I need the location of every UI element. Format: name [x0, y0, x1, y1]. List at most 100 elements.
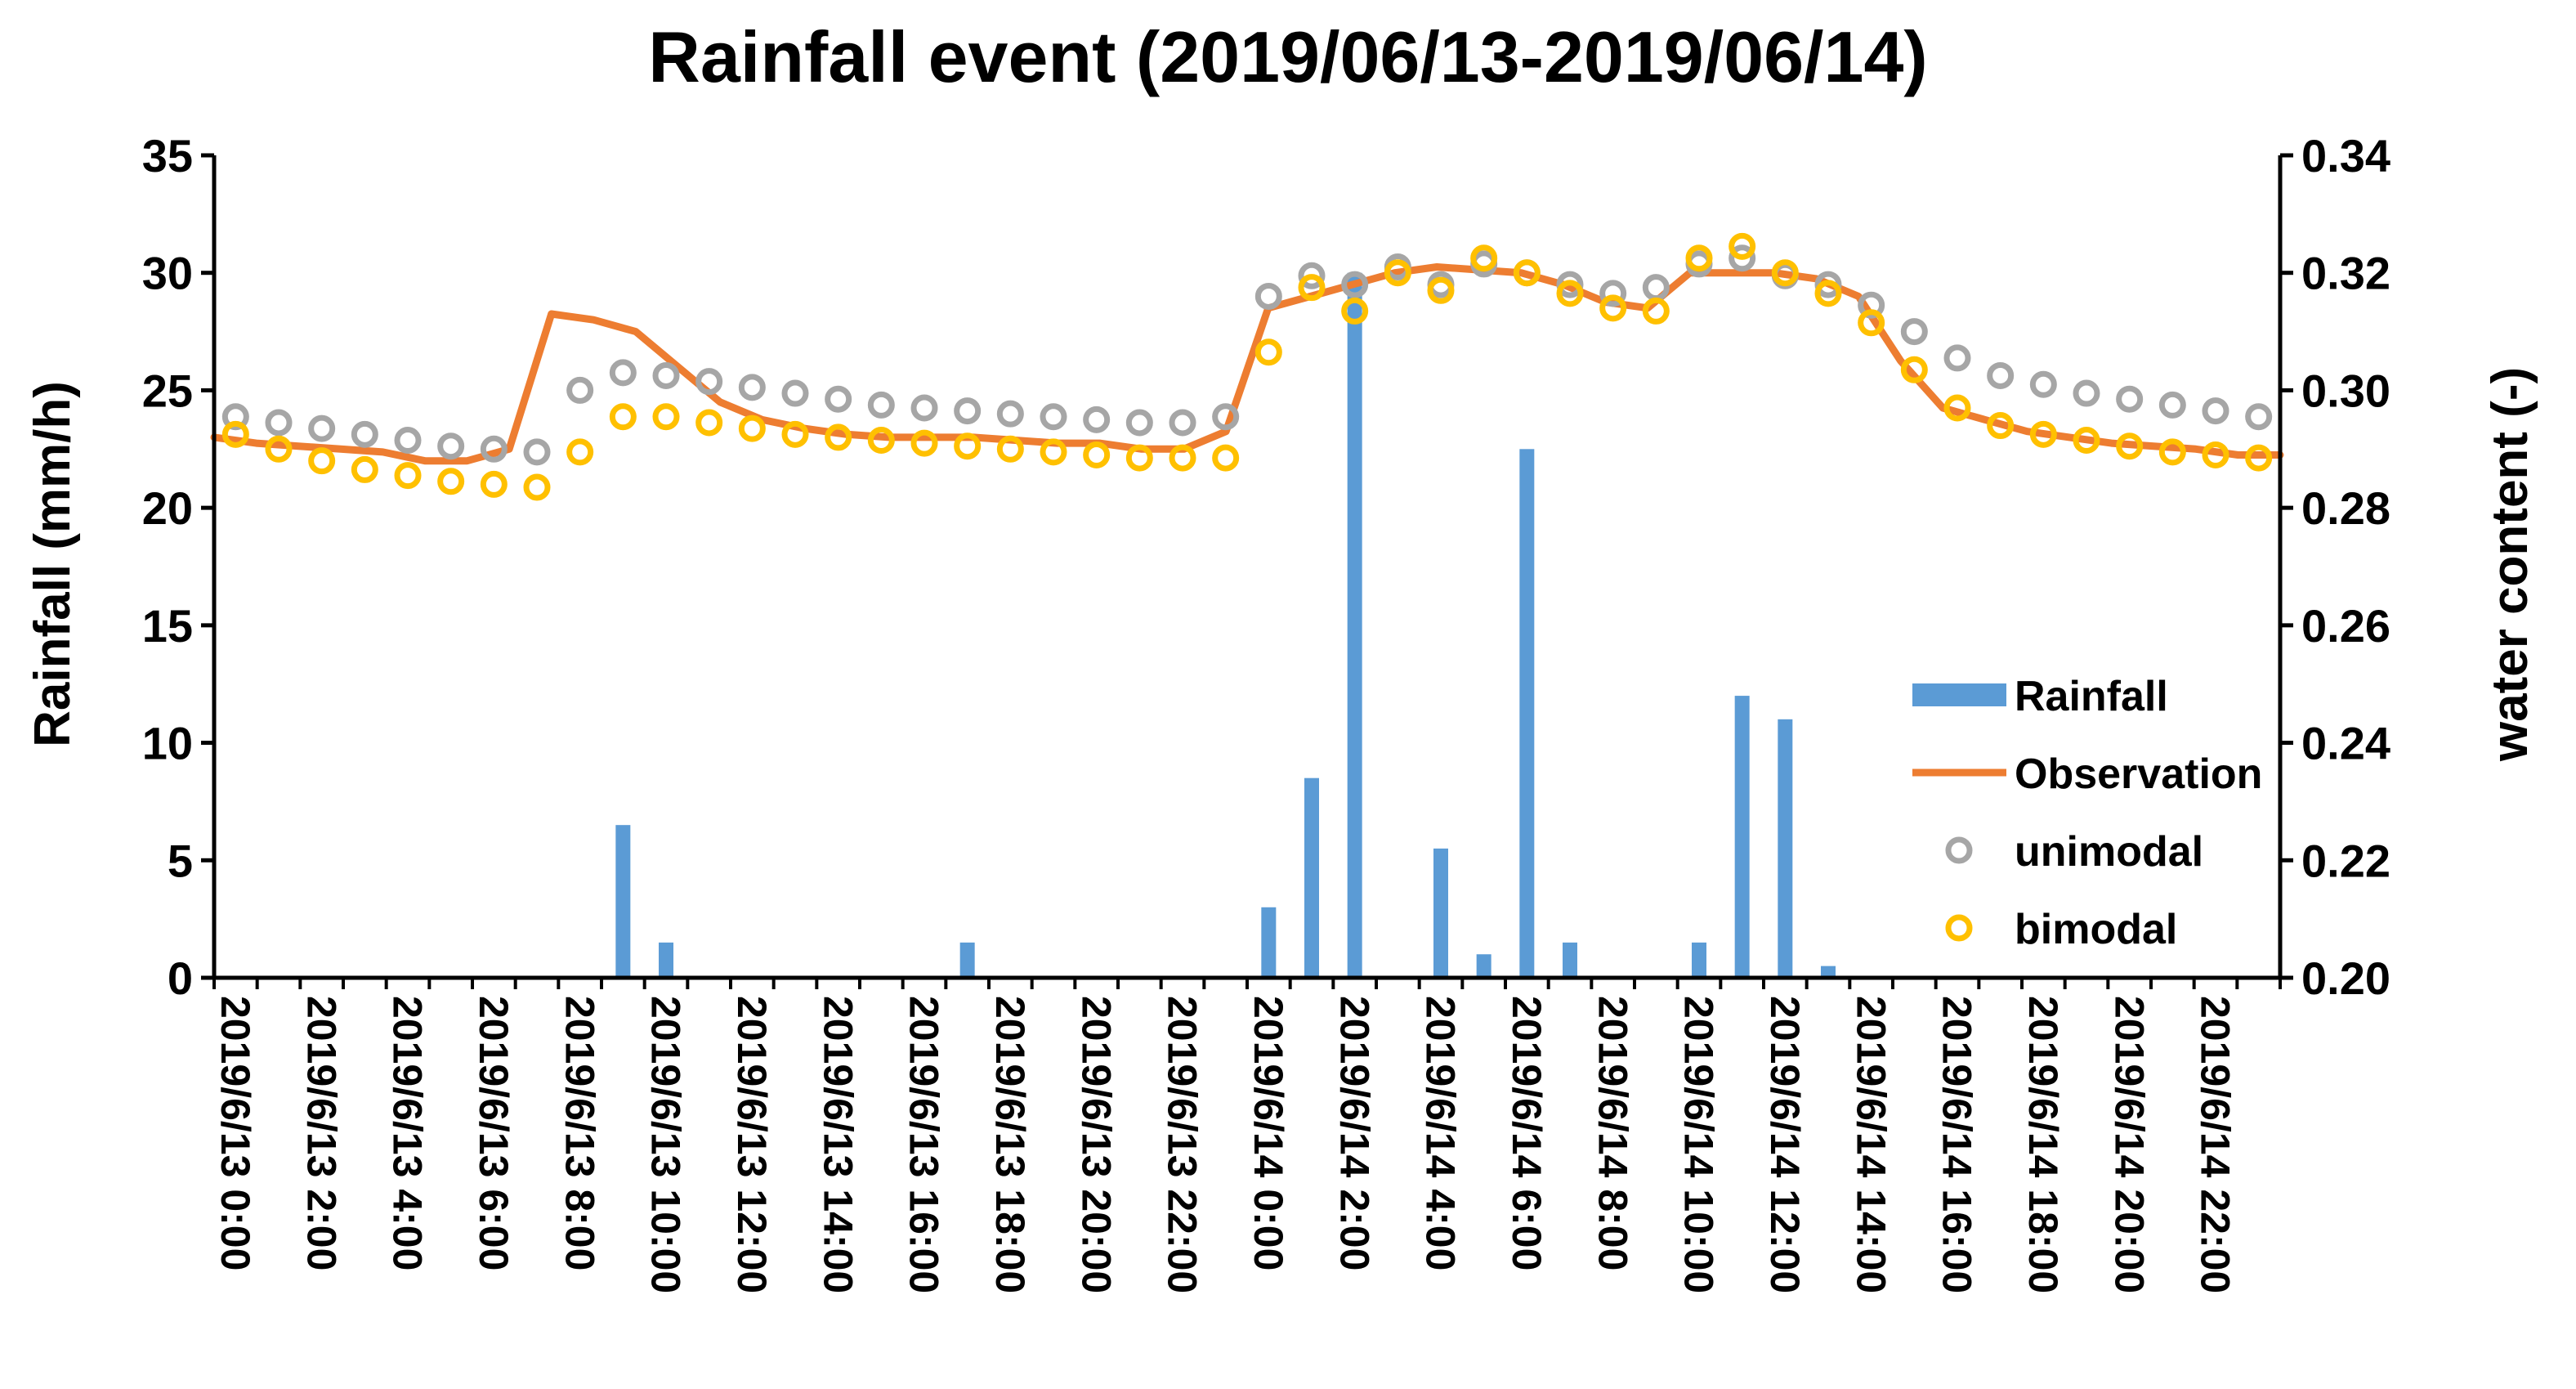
x-tick-label: 2019/6/13 14:00 — [815, 996, 861, 1293]
y-tick-label-left: 5 — [168, 835, 193, 886]
bimodal-marker — [566, 438, 594, 466]
y-tick-label-left: 30 — [142, 248, 193, 299]
y-axis-label-right: water content (-) — [2482, 367, 2538, 762]
bimodal-marker — [1254, 338, 1282, 366]
x-tick-label: 2019/6/13 16:00 — [901, 996, 947, 1293]
rainfall-bar — [959, 942, 975, 978]
x-tick-label: 2019/6/13 18:00 — [987, 996, 1033, 1293]
bimodal-marker — [2073, 427, 2100, 455]
bimodal-marker — [1169, 444, 1196, 472]
unimodal-marker — [1943, 344, 1971, 372]
rainfall-bar — [1734, 696, 1750, 978]
bimodal-marker — [1642, 297, 1670, 325]
bimodal-marker — [1427, 276, 1455, 304]
x-tick-label: 2019/6/13 10:00 — [643, 996, 689, 1293]
unimodal-marker — [437, 432, 465, 460]
bimodal-marker — [781, 420, 809, 448]
x-tick-label: 2019/6/14 14:00 — [1848, 996, 1894, 1293]
bimodal-marker — [1685, 244, 1713, 272]
legend-unimodal-swatch — [1945, 836, 1973, 864]
x-tick-label: 2019/6/14 18:00 — [2020, 996, 2066, 1293]
bimodal-marker — [221, 420, 249, 448]
unimodal-marker — [1556, 271, 1584, 298]
legend-observation-label: Observation — [2015, 751, 2262, 798]
unimodal-marker — [566, 376, 594, 404]
bimodal-marker — [1599, 294, 1627, 322]
bimodal-marker — [1943, 394, 1971, 422]
unimodal-marker — [609, 359, 637, 387]
observation-line — [210, 263, 2284, 465]
y-tick-label-left: 0 — [168, 952, 193, 1004]
unimodal-marker — [738, 374, 766, 401]
legend-bimodal-label: bimodal — [2015, 906, 2177, 953]
bimodal-marker — [954, 432, 982, 460]
x-tick-label: 2019/6/14 22:00 — [2193, 996, 2238, 1293]
bimodal-marker — [2245, 444, 2273, 472]
bimodal-marker — [1212, 444, 1240, 472]
y-tick-label-left: 15 — [142, 600, 193, 652]
x-tick-label: 2019/6/13 20:00 — [1073, 996, 1119, 1293]
y-tick-label-left: 25 — [142, 365, 193, 416]
y-tick-label-right: 0.32 — [2301, 248, 2390, 299]
y-tick-label-left: 10 — [142, 718, 193, 769]
rainfall-bar — [1433, 848, 1448, 978]
bimodal-marker — [1900, 356, 1928, 383]
unimodal-marker — [1814, 271, 1842, 298]
unimodal-marker — [695, 368, 723, 396]
bimodal-marker — [1298, 274, 1326, 302]
x-tick-label: 2019/6/13 22:00 — [1160, 996, 1205, 1293]
unimodal-marker — [781, 379, 809, 407]
bimodal-marker — [1729, 232, 1756, 260]
bimodal-marker — [1470, 244, 1498, 272]
rainfall-bar — [659, 942, 673, 978]
bimodal-marker — [394, 462, 422, 490]
bimodal-marker — [1814, 280, 1842, 307]
chart-title: Rainfall event (2019/06/13-2019/06/14) — [648, 16, 1927, 97]
unimodal-marker — [221, 403, 249, 431]
bimodal-marker — [1556, 280, 1584, 307]
legend-bimodal-swatch — [1945, 914, 1973, 942]
unimodal-marker — [480, 435, 508, 463]
x-tick-label: 2019/6/13 6:00 — [471, 996, 517, 1270]
x-tick-label: 2019/6/13 0:00 — [212, 996, 258, 1270]
y-tick-label-right: 0.28 — [2301, 482, 2390, 534]
unimodal-marker — [1900, 318, 1928, 346]
legend-rainfall-label: Rainfall — [2015, 673, 2168, 720]
rainfall-bar — [1519, 449, 1535, 978]
bimodal-marker — [2202, 441, 2229, 468]
unimodal-marker — [867, 391, 895, 419]
unimodal-marker — [2029, 370, 2057, 398]
x-tick-label: 2019/6/14 0:00 — [1246, 996, 1291, 1270]
unimodal-marker — [523, 438, 551, 466]
x-tick-label: 2019/6/14 10:00 — [1676, 996, 1722, 1293]
legend-unimodal-label: unimodal — [2015, 828, 2203, 876]
unimodal-marker — [394, 427, 422, 455]
bimodal-marker — [1858, 309, 1885, 337]
unimodal-marker — [2158, 391, 2186, 419]
unimodal-marker — [2245, 403, 2273, 431]
bimodal-marker — [1125, 444, 1153, 472]
unimodal-marker — [1987, 361, 2015, 389]
x-tick-label: 2019/6/13 12:00 — [729, 996, 775, 1293]
unimodal-marker — [1298, 262, 1326, 289]
bimodal-marker — [867, 427, 895, 455]
rainfall-bar — [1692, 942, 1706, 978]
bimodal-marker — [1341, 297, 1369, 325]
x-tick-label: 2019/6/14 6:00 — [1504, 996, 1550, 1270]
legend-rainfall-swatch — [1912, 683, 2006, 706]
y-tick-label-right: 0.30 — [2301, 365, 2390, 416]
y-tick-label-right: 0.26 — [2301, 600, 2390, 652]
unimodal-marker — [1083, 405, 1111, 433]
unimodal-marker — [351, 420, 378, 448]
unimodal-marker — [1125, 409, 1153, 437]
bimodal-marker — [825, 423, 852, 451]
bimodal-marker — [437, 468, 465, 495]
bimodal-marker — [1384, 259, 1411, 287]
unimodal-marker — [2202, 397, 2229, 425]
bimodal-marker — [1771, 259, 1799, 287]
y-tick-label-left: 20 — [142, 482, 193, 534]
bimodal-marker — [1040, 438, 1067, 466]
bimodal-marker — [609, 403, 637, 431]
unimodal-marker — [1254, 282, 1282, 310]
